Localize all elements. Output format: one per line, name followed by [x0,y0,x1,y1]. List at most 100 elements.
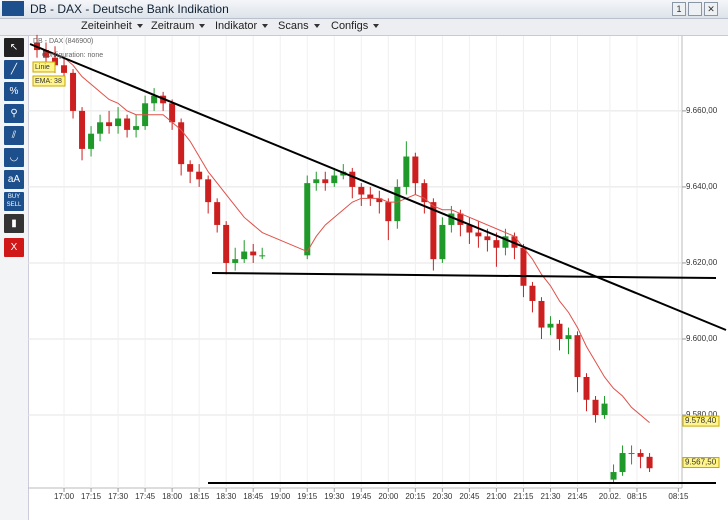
menu-bar: Zeiteinheit Zeitraum Indikator Scans Con… [0,19,728,36]
percent-tool[interactable]: % [4,82,24,101]
x-tick-label: 18:15 [189,492,210,501]
candle-body [151,95,158,104]
candle-body [556,323,563,339]
buy-label: BUY [7,194,21,200]
candle-body [115,118,122,127]
x-tick-label: 20:15 [405,492,426,501]
candle-tool[interactable]: ▮ [4,214,24,233]
close-button[interactable]: ✕ [704,2,718,16]
candle-body [493,240,500,248]
candle-body [646,456,653,469]
candle-body [70,72,77,111]
x-tick-label: 19:00 [270,492,291,501]
candle-body [106,122,113,127]
candle-body [97,122,104,134]
zoom-tool[interactable]: ⚲ [4,104,24,123]
support-line[interactable] [211,272,717,279]
candle-body [133,126,140,130]
tool-bar: ↖ ╱ % ⚲ ⫽ ◡ aA BUY SELL ▮ X [0,36,29,520]
candle-body [475,232,482,237]
x-tick-label: 17:15 [81,492,102,501]
delete-tool[interactable]: X [4,238,24,257]
y-tick-label: 9.600,00 [686,334,718,343]
candle-body [88,133,95,149]
x-tick-label: 08:15 [627,492,648,501]
x-tick-label: 18:45 [243,492,264,501]
candle-body [250,251,257,256]
candle-body [196,171,203,180]
legend-tag: EMA: 38 [35,78,62,85]
candle-body [430,202,437,260]
price-marker [682,457,720,469]
channel-tool[interactable]: ⫽ [4,126,24,145]
candle-body [358,186,365,195]
candle-body [448,213,455,225]
x-tick-label: 21:00 [486,492,507,501]
candle-body [574,335,581,377]
text-tool[interactable]: aA [4,170,24,189]
menu-item[interactable]: Zeiteinheit [81,20,143,32]
x-tick-label: 18:00 [162,492,183,501]
y-tick-label: 9.620,00 [686,258,718,267]
candle-body [349,171,356,187]
menu-item[interactable]: Indikator [215,20,269,32]
legend-tag-box [32,75,66,87]
window-title: DB - DAX - Deutsche Bank Indikation [30,2,229,16]
price-marker [682,415,720,427]
x-tick-label: 20:30 [432,492,453,501]
candle-body [187,164,194,172]
candle-body [43,50,50,58]
candle-body [601,403,608,416]
x-tick-label: 17:45 [135,492,156,501]
candle-body [637,453,644,457]
candle-body [169,103,176,123]
candle-body [565,335,572,339]
candle-body [259,255,266,257]
trend-line[interactable] [29,43,727,331]
x-tick-label: 08:15 [668,492,689,501]
candle-body [520,247,527,286]
menu-item[interactable]: Configs [331,20,380,32]
x-tick-label: 19:45 [351,492,372,501]
candle-body [205,179,212,203]
line-tool[interactable]: ╱ [4,60,24,79]
candle-body [241,251,248,260]
menu-item[interactable]: Scans [278,20,320,32]
candle-body [313,179,320,184]
legend-tag: Linie [35,64,50,71]
trade-tool[interactable]: BUY SELL [4,192,24,211]
window-number[interactable]: 1 [672,2,686,16]
candle-body [484,236,491,241]
sell-label: SELL [6,202,22,208]
app-icon [2,1,24,16]
candle-body [52,57,59,66]
x-tick-label: 21:15 [513,492,534,501]
candle-body [61,65,68,73]
y-tick-label: 9.640,00 [686,182,718,191]
x-tick-label: 20.02. [599,492,621,501]
x-tick-label: 19:30 [324,492,345,501]
select-tool[interactable]: ↖ [4,38,24,57]
curve-tool[interactable]: ◡ [4,148,24,167]
candle-body [538,300,545,328]
maximize-button[interactable] [688,2,702,16]
candle-body [502,236,509,248]
candle-body [421,183,428,203]
price-marker-label: 9.578,40 [685,416,717,425]
x-tick-label: 19:15 [297,492,318,501]
legend-tag-box [32,61,56,73]
candle-body [529,285,536,301]
candle-body [367,194,374,199]
x-tick-label: 21:45 [567,492,588,501]
candle-body [322,179,329,184]
candle-body [439,224,446,260]
legend-line: Configuration: none [42,52,103,59]
candle-body [178,122,185,165]
ema-line [36,45,650,423]
y-tick-label: 9.580,00 [686,410,718,419]
menu-item[interactable]: Zeitraum [151,20,206,32]
candle-body [79,110,86,149]
candle-body [610,472,617,480]
candle-body [592,399,599,416]
x-tick-label: 20:00 [378,492,399,501]
